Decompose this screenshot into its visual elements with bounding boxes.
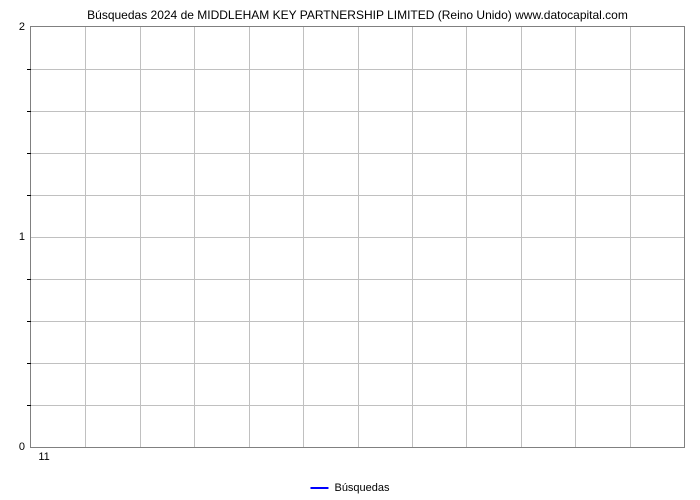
- y-axis-tick: [27, 363, 31, 364]
- y-axis-tick: [27, 111, 31, 112]
- x-axis-label: 11: [38, 447, 49, 463]
- legend-swatch: [310, 487, 328, 489]
- chart-title: Búsquedas 2024 de MIDDLEHAM KEY PARTNERS…: [30, 8, 685, 22]
- y-axis-tick: [27, 279, 31, 280]
- grid-horizontal: [31, 195, 684, 196]
- y-axis-tick: [27, 69, 31, 70]
- grid-horizontal: [31, 69, 684, 70]
- grid-horizontal: [31, 363, 684, 364]
- grid-horizontal: [31, 321, 684, 322]
- chart-container: Búsquedas 2024 de MIDDLEHAM KEY PARTNERS…: [30, 8, 685, 460]
- grid-horizontal: [31, 153, 684, 154]
- grid-horizontal: [31, 237, 684, 238]
- legend-label: Búsquedas: [334, 482, 389, 494]
- y-axis-label: 2: [19, 21, 31, 33]
- grid-horizontal: [31, 405, 684, 406]
- y-axis-tick: [27, 405, 31, 406]
- y-axis-label: 0: [19, 441, 31, 453]
- legend: Búsquedas: [310, 482, 389, 494]
- y-axis-label: 1: [19, 231, 31, 243]
- grid-horizontal: [31, 279, 684, 280]
- y-axis-tick: [27, 321, 31, 322]
- grid-horizontal: [31, 111, 684, 112]
- plot-area: 2 1 0 11: [30, 26, 685, 448]
- y-axis-tick: [27, 195, 31, 196]
- y-axis-tick: [27, 153, 31, 154]
